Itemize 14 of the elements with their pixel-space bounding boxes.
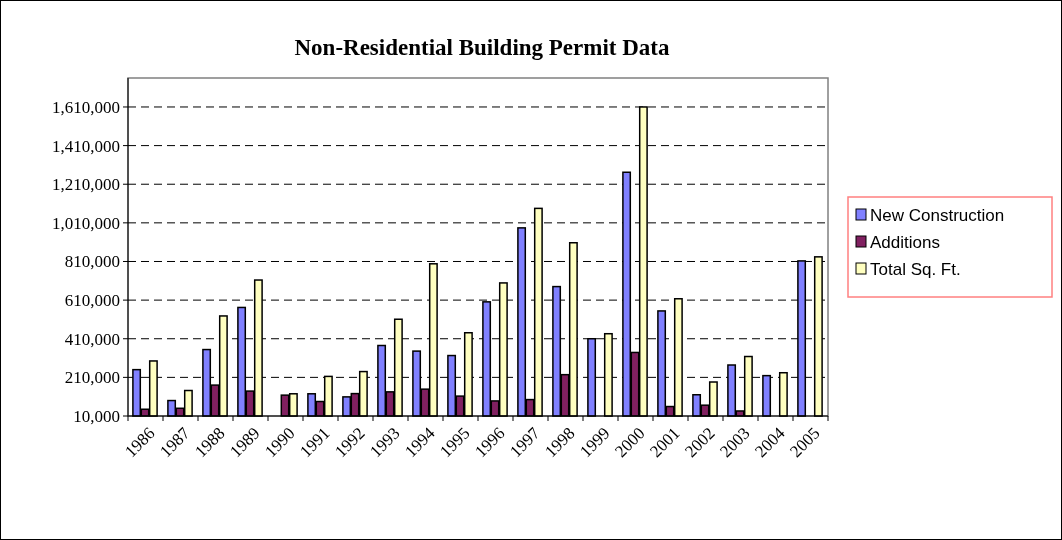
y-tick-label: 810,000 — [64, 252, 120, 272]
y-tick-label: 1,010,000 — [52, 213, 120, 233]
y-tick-label: 1,410,000 — [52, 136, 120, 156]
legend-label: Additions — [870, 232, 940, 252]
y-tick-label: 1,210,000 — [52, 175, 120, 195]
y-tick-label: 610,000 — [64, 291, 120, 311]
y-tick-label: 410,000 — [64, 329, 120, 349]
legend-label: Total Sq. Ft. — [870, 259, 961, 279]
chart-title: Non-Residential Building Permit Data — [294, 35, 671, 60]
y-tick-label: 10,000 — [73, 406, 120, 426]
y-tick-label: 210,000 — [64, 368, 120, 388]
x-tick-label: 1991 — [296, 423, 334, 462]
y-tick-label: 1,610,000 — [52, 97, 120, 117]
legend-label: New Construction — [870, 205, 1005, 225]
